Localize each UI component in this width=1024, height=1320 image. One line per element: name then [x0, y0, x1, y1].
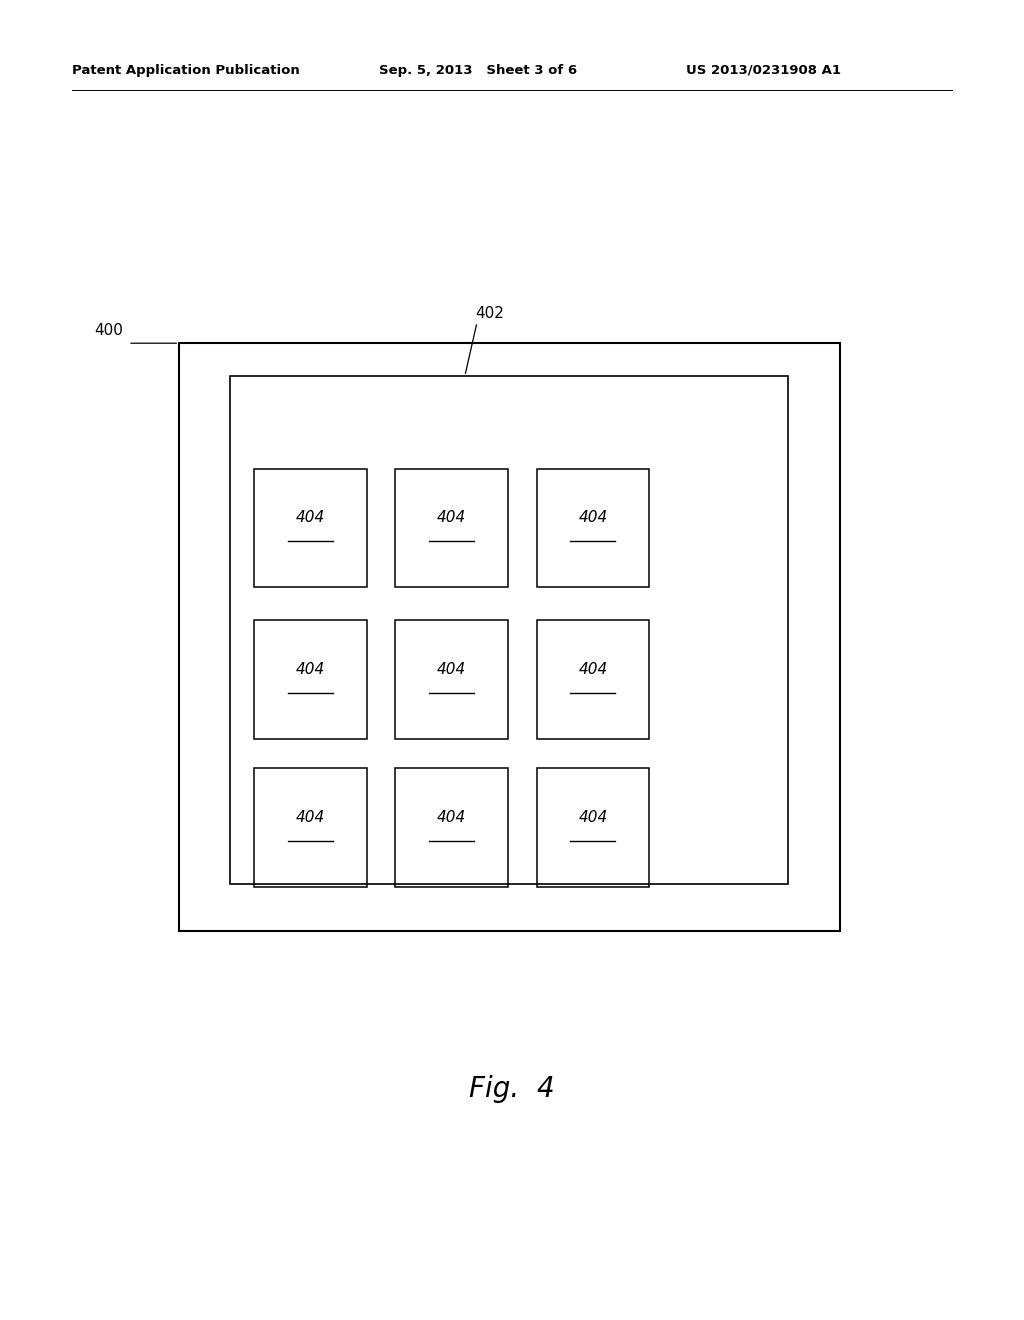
Text: 404: 404	[579, 510, 607, 525]
Text: Patent Application Publication: Patent Application Publication	[72, 63, 299, 77]
Text: 404: 404	[579, 809, 607, 825]
Text: 404: 404	[437, 661, 466, 677]
Bar	[254, 768, 367, 887]
Text: 404: 404	[296, 661, 325, 677]
Text: Fig.  4: Fig. 4	[469, 1074, 555, 1104]
Bar	[537, 768, 649, 887]
Bar	[395, 620, 508, 739]
Text: 404: 404	[296, 510, 325, 525]
Bar	[179, 343, 840, 931]
Bar	[254, 620, 367, 739]
Bar	[537, 620, 649, 739]
Bar	[254, 469, 367, 587]
Text: Sep. 5, 2013   Sheet 3 of 6: Sep. 5, 2013 Sheet 3 of 6	[379, 63, 577, 77]
Text: 404: 404	[437, 809, 466, 825]
Text: 404: 404	[579, 661, 607, 677]
Bar	[395, 768, 508, 887]
Bar	[230, 376, 788, 884]
Bar	[537, 469, 649, 587]
Text: 404: 404	[296, 809, 325, 825]
Text: 404: 404	[437, 510, 466, 525]
Text: 400: 400	[94, 323, 123, 338]
Bar	[395, 469, 508, 587]
Text: US 2013/0231908 A1: US 2013/0231908 A1	[686, 63, 841, 77]
Text: 402: 402	[475, 306, 504, 321]
